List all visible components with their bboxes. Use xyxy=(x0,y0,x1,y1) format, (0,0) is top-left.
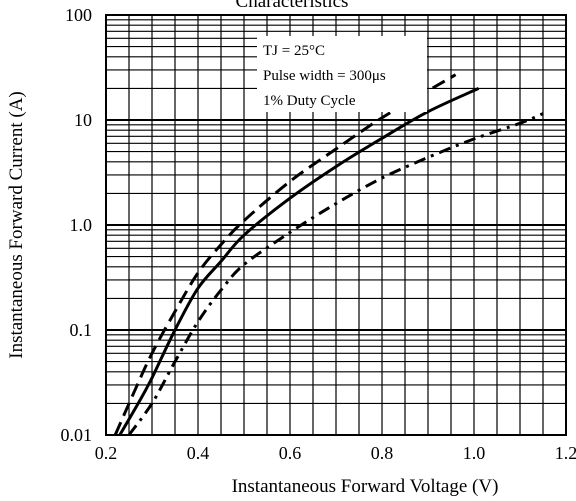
y-tick-labels: 0.01 0.1 1.0 10 100 xyxy=(61,5,93,445)
y-tick-label: 10 xyxy=(74,110,92,130)
conditions-legend: TJ = 25°C Pulse width = 300μs 1% Duty Cy… xyxy=(257,36,427,112)
y-tick-label: 100 xyxy=(65,5,92,25)
x-axis-title: Instantaneous Forward Voltage (V) xyxy=(232,476,499,497)
x-tick-label: 0.6 xyxy=(279,443,302,463)
y-tick-label: 0.1 xyxy=(70,320,93,340)
x-tick-label: 0.4 xyxy=(187,443,210,463)
series-line-dash-dot xyxy=(127,112,544,436)
x-tick-label: 1.0 xyxy=(463,443,486,463)
y-tick-label: 0.01 xyxy=(61,425,93,445)
x-tick-label: 0.8 xyxy=(371,443,394,463)
note-duty-cycle: 1% Duty Cycle xyxy=(263,93,356,109)
y-axis-title: Instantaneous Forward Current (A) xyxy=(6,91,27,359)
series-group xyxy=(113,73,544,436)
note-tj: TJ = 25°C xyxy=(263,43,325,59)
x-tick-label: 1.2 xyxy=(555,443,576,463)
plot-frame xyxy=(105,14,567,436)
note-pulse-width: Pulse width = 300μs xyxy=(263,68,386,84)
chart-title: Characteristics xyxy=(236,0,349,12)
legend-box xyxy=(257,36,427,112)
y-tick-label: 1.0 xyxy=(70,215,93,235)
series-line-dashed xyxy=(113,73,457,436)
x-tick-labels: 0.2 0.4 0.6 0.8 1.0 1.2 xyxy=(95,443,576,463)
x-tick-label: 0.2 xyxy=(95,443,118,463)
series-line-solid xyxy=(118,87,480,436)
